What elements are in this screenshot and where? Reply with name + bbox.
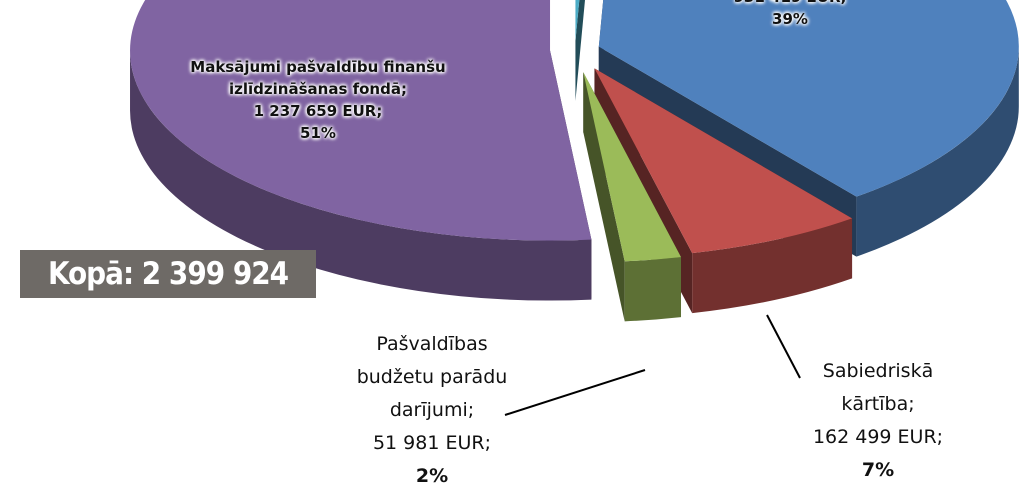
pie-slice xyxy=(575,0,580,41)
slice-label: Sabiedriskā kārtība; 162 499 EUR; 7% xyxy=(788,355,968,487)
slice-label: Pašvaldības budžetu parādu darījumi; 51 9… xyxy=(352,328,512,489)
slice-value: 1 237 659 EUR; xyxy=(253,102,383,120)
slice-value: 162 499 EUR; xyxy=(812,426,944,448)
slice-radial-wall xyxy=(583,72,625,322)
slice-percent: 7% xyxy=(861,459,895,481)
pie-slice xyxy=(583,72,682,262)
slice-percent: 2% xyxy=(415,465,449,487)
slice-value: 51 981 EUR; xyxy=(372,432,492,454)
slice-percent: 51% xyxy=(300,124,336,142)
total-label: Kopā: 2 399 924 xyxy=(20,250,316,298)
pie-slice xyxy=(130,0,592,241)
slice-outer-wall xyxy=(692,218,853,314)
pie-slice xyxy=(598,0,1019,197)
slice-outer-wall xyxy=(130,50,592,301)
slice-label: 931 419 EUR; 39% xyxy=(690,0,890,30)
pie-slice xyxy=(594,68,853,254)
slice-label: Maksājumi pašvaldību finanšu izlīdzināša… xyxy=(158,56,478,144)
slice-value: 931 419 EUR; xyxy=(690,0,890,8)
slice-percent: 39% xyxy=(772,10,808,28)
slice-name: Maksājumi pašvaldību finanšu izlīdzināša… xyxy=(190,58,446,98)
leader-line xyxy=(766,314,801,379)
slice-outer-wall xyxy=(624,257,682,322)
slice-radial-wall xyxy=(575,0,585,101)
slice-outer-wall xyxy=(856,46,1019,257)
leader-line xyxy=(504,369,646,416)
slice-name: Sabiedriskā kārtība; xyxy=(822,360,934,415)
pie-tops xyxy=(130,0,1019,262)
slice-name: Pašvaldības budžetu parādu darījumi; xyxy=(356,333,508,421)
